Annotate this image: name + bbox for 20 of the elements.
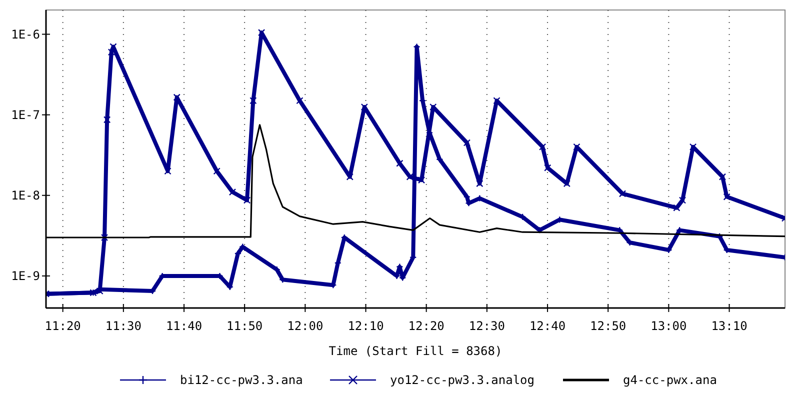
y-tick-label: 1E-6 [11, 27, 40, 42]
x-tick-label: 12:40 [529, 319, 566, 333]
x-tick-label: 11:30 [105, 319, 142, 333]
x-tick-label: 12:50 [590, 319, 626, 333]
y-tick-label: 1E-7 [11, 108, 40, 122]
x-tick-label: 13:10 [711, 319, 748, 333]
x-tick-label: 12:10 [348, 319, 384, 333]
x-tick-label: 12:20 [408, 319, 444, 333]
x-tick-label: 12:30 [468, 319, 505, 333]
x-axis-title: Time (Start Fill = 8368) [328, 344, 502, 358]
y-tick-label: 1E-8 [11, 188, 40, 203]
legend-label: yo12-cc-pw3.3.analog [390, 373, 534, 388]
x-tick-label: 11:20 [44, 319, 81, 333]
x-tick-label: 12:00 [287, 319, 324, 333]
x-tick-label: 13:00 [650, 319, 687, 333]
x-tick-label: 11:40 [166, 319, 202, 333]
legend-label: g4-cc-pwx.ana [623, 373, 717, 388]
y-tick-label: 1E-9 [11, 269, 40, 284]
x-tick-label: 11:50 [226, 319, 263, 333]
legend-label: bi12-cc-pw3.3.ana [180, 373, 303, 388]
